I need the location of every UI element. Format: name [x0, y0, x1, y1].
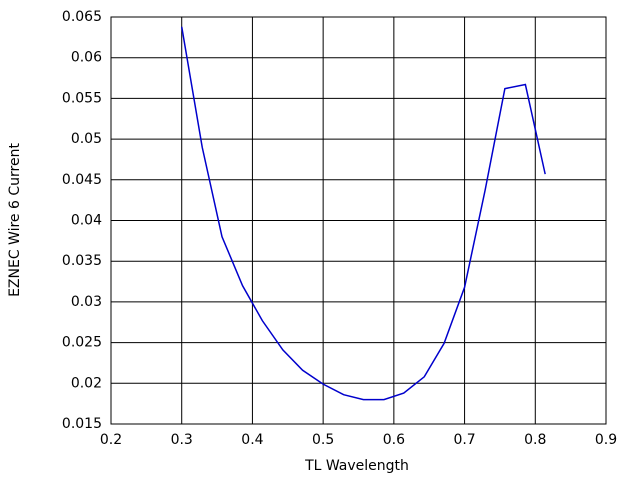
plot-frame — [110, 16, 607, 425]
data-line — [180, 26, 546, 401]
x-tick-label: 0.2 — [100, 432, 122, 448]
x-tick-label: 0.6 — [383, 432, 405, 448]
x-tick-label: 0.4 — [241, 432, 263, 448]
x-tick-label: 0.8 — [524, 432, 546, 448]
y-tick-label: 0.065 — [62, 9, 102, 25]
x-tick-label: 0.7 — [453, 432, 475, 448]
x-tick-label: 0.9 — [595, 432, 617, 448]
y-tick-label: 0.025 — [62, 335, 102, 351]
x-tick-label: 0.5 — [312, 432, 334, 448]
y-tick-label: 0.03 — [71, 294, 102, 310]
y-tick-label: 0.02 — [71, 375, 102, 391]
x-axis-label: TL Wavelength — [304, 458, 409, 474]
y-tick-label: 0.035 — [62, 253, 102, 269]
y-tick-label: 0.04 — [71, 213, 102, 229]
y-axis-label: EZNEC Wire 6 Current — [7, 143, 23, 297]
y-tick-label: 0.015 — [62, 416, 102, 432]
y-tick-label: 0.055 — [62, 90, 102, 106]
x-tick-label: 0.3 — [171, 432, 193, 448]
y-tick-label: 0.05 — [71, 131, 102, 147]
y-tick-label: 0.06 — [71, 50, 102, 66]
y-tick-label: 0.045 — [62, 172, 102, 188]
